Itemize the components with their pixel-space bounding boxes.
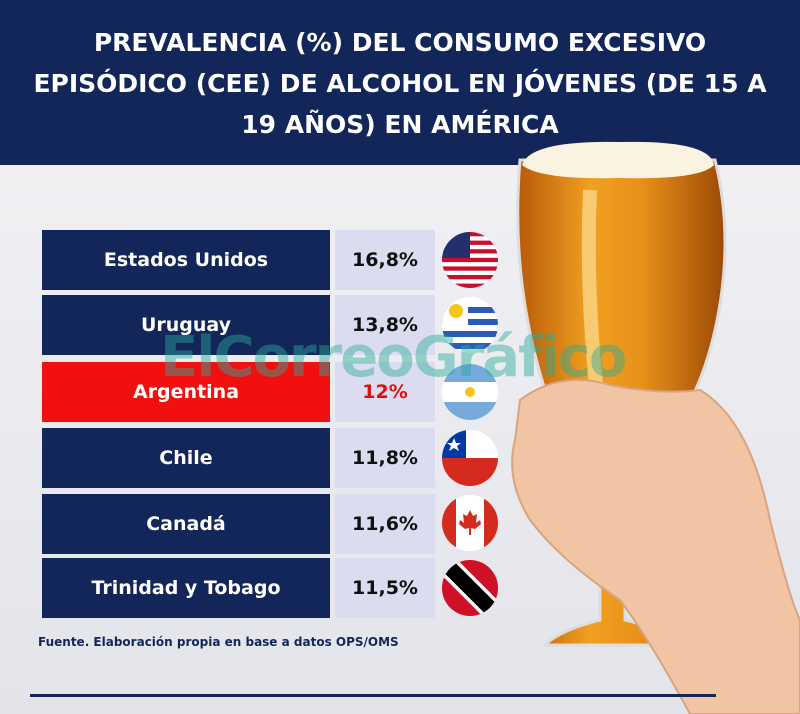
country-cell: Argentina <box>42 362 330 422</box>
country-cell: Trinidad y Tobago <box>42 558 330 618</box>
country-cell: Estados Unidos <box>42 230 330 290</box>
value-cell: 11,6% <box>335 494 435 554</box>
value-cell: 16,8% <box>335 230 435 290</box>
header-band <box>0 0 800 165</box>
flag-canada <box>442 495 498 551</box>
country-cell: Canadá <box>42 494 330 554</box>
title: PREVALENCIA (%) DEL CONSUMO EXCESIVO EPI… <box>33 28 767 139</box>
watermark: ElCorreoGráfico <box>160 325 627 390</box>
value-cell: 12% <box>335 362 435 422</box>
country-cell: Uruguay <box>42 295 330 355</box>
flag-argentina <box>442 364 498 420</box>
beer-foam <box>522 141 714 179</box>
value-cell: 11,8% <box>335 428 435 488</box>
hand <box>511 379 800 714</box>
value-cell: 13,8% <box>335 295 435 355</box>
flag-trinidad <box>442 560 498 616</box>
value-cell: 11,5% <box>335 558 435 618</box>
flag-chile <box>442 430 498 486</box>
source-note: Fuente. Elaboración propia en base a dat… <box>38 635 399 649</box>
flag-uruguay <box>442 297 498 353</box>
flag-usa <box>442 232 498 288</box>
country-cell: Chile <box>42 428 330 488</box>
bottom-rule <box>30 694 716 697</box>
